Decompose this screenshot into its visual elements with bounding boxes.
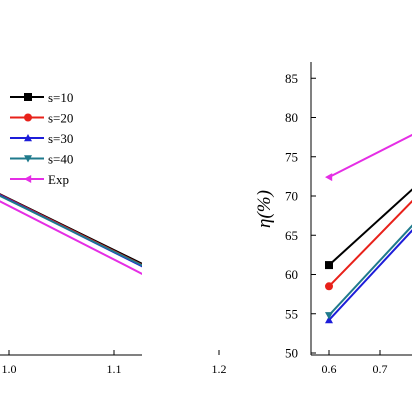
left-point-s10 <box>215 297 223 305</box>
left-series-line-s40 <box>0 194 142 267</box>
left-series-line-s20 <box>0 193 142 267</box>
right-series-line-exp <box>328 133 412 179</box>
right-y-ticks: 50 55 60 65 70 75 80 85 <box>285 71 316 361</box>
right-y-tick-label: 80 <box>285 110 298 125</box>
legend-marker-s10 <box>24 93 32 101</box>
right-y-tick-label: 85 <box>285 71 298 86</box>
legend-label-s10: s=10 <box>48 90 73 105</box>
left-x-ticks: 1.0 1.1 1.2 <box>2 350 227 376</box>
left-point-s30 <box>215 301 223 308</box>
right-x-tick-label: 0.7 <box>373 362 388 376</box>
left-series-line-exp <box>0 200 142 275</box>
left-chart: 1.0 1.1 1.2 s=10 s=20 s=30 s=40 Exp <box>0 90 227 376</box>
right-point-s30 <box>325 316 333 324</box>
right-series-line-s10 <box>328 188 412 266</box>
right-series-line-s40 <box>328 224 412 317</box>
legend-marker-s20 <box>24 113 32 122</box>
legend-label-s40: s=40 <box>48 152 73 167</box>
right-y-tick-label: 55 <box>285 306 298 321</box>
legend-marker-s40 <box>24 155 32 163</box>
right-y-tick-label: 75 <box>285 149 298 164</box>
left-x-tick-label: 1.2 <box>212 362 227 376</box>
legend-label-s20: s=20 <box>48 111 73 126</box>
left-series <box>0 193 223 317</box>
legend-marker-s30 <box>24 134 32 142</box>
right-point-s20 <box>325 282 333 291</box>
right-x-tick-label: 0.6 <box>322 362 337 376</box>
left-point-exp <box>215 309 222 317</box>
right-series-line-s20 <box>328 199 412 287</box>
legend-marker-exp <box>24 175 32 183</box>
legend-label-exp: Exp <box>48 172 69 187</box>
right-y-tick-label: 60 <box>285 267 298 282</box>
right-y-tick-label: 50 <box>285 346 298 361</box>
legend: s=10 s=20 s=30 s=40 Exp <box>10 90 73 187</box>
right-series-line-s30 <box>328 229 412 321</box>
right-series <box>325 133 412 324</box>
right-point-exp <box>325 173 333 182</box>
left-series-line-s10 <box>0 193 142 265</box>
right-point-s10 <box>325 261 333 270</box>
left-series-line-s30 <box>0 194 142 268</box>
right-point-s40 <box>325 312 333 320</box>
right-y-tick-label: 65 <box>285 228 298 243</box>
right-x-ticks: 0.6 0.7 <box>322 350 388 376</box>
left-point-s40 <box>215 300 223 307</box>
left-x-tick-label: 1.1 <box>107 362 122 376</box>
left-point-s20 <box>215 299 223 307</box>
right-y-tick-label: 70 <box>285 189 298 204</box>
right-chart: 50 55 60 65 70 75 80 85 0.6 0.7 η(%) <box>254 62 412 376</box>
left-x-tick-label: 1.0 <box>2 362 17 376</box>
legend-label-s30: s=30 <box>48 131 73 146</box>
right-y-axis-label: η(%) <box>254 190 275 228</box>
